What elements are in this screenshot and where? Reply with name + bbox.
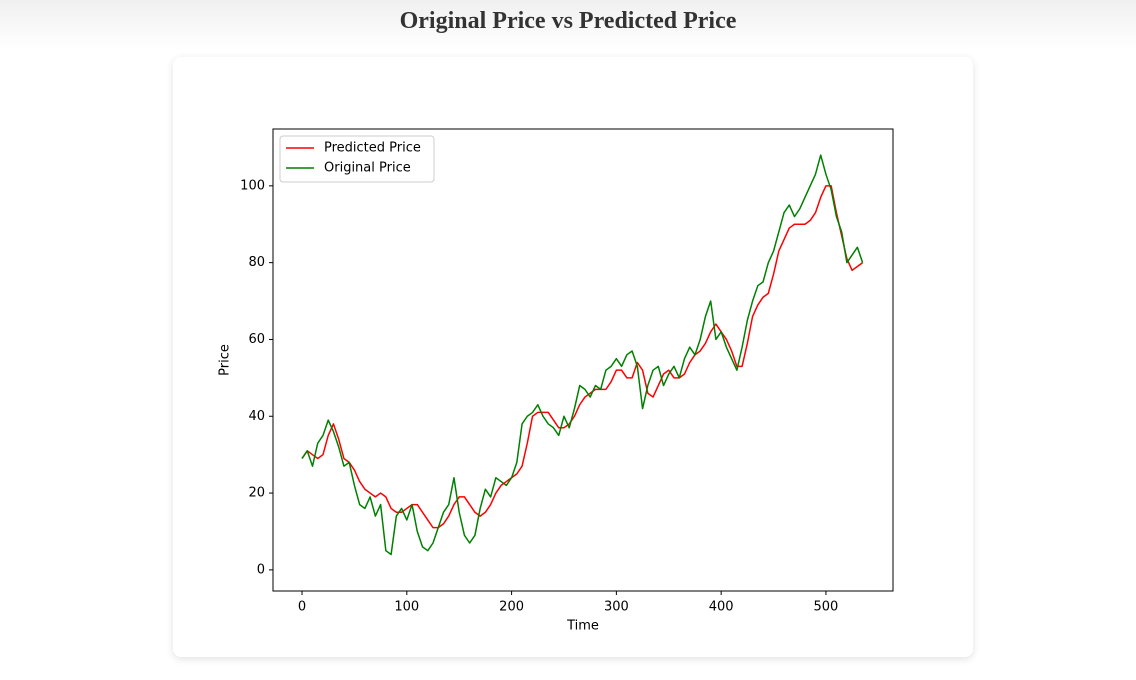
header — [0, 0, 1136, 50]
legend-label: Predicted Price — [324, 141, 421, 156]
y-axis-label: Price — [218, 344, 233, 376]
series-line — [301, 185, 864, 529]
series-line — [301, 154, 864, 556]
plot-frame — [272, 128, 894, 592]
x-tick-label: 200 — [499, 600, 524, 615]
legend: Predicted Price Original Price — [279, 135, 435, 183]
y-tick-label: 60 — [248, 332, 265, 347]
legend-box — [279, 135, 435, 183]
x-axis-label: Time — [566, 619, 599, 634]
x-tick-label: 300 — [604, 600, 629, 615]
y-tick-label: 0 — [257, 562, 265, 577]
x-tick-label: 400 — [709, 600, 734, 615]
x-tick-label: 100 — [394, 600, 419, 615]
legend-label: Original Price — [324, 161, 411, 176]
chart-card: 0 100 200 300 400 500 0 20 40 60 80 100 Time Price Pre… — [173, 57, 973, 657]
y-tick-label: 20 — [248, 486, 265, 501]
x-tick-label: 0 — [298, 600, 306, 615]
page-title: Original Price vs Predicted Price — [399, 8, 737, 34]
chart: 0 100 200 300 400 500 0 20 40 60 80 100 Time Price Pre… — [218, 128, 894, 634]
x-tick-label: 500 — [814, 600, 839, 615]
y-tick-label: 100 — [240, 178, 265, 193]
y-tick-label: 40 — [248, 409, 265, 424]
y-tick-label: 80 — [248, 255, 265, 270]
